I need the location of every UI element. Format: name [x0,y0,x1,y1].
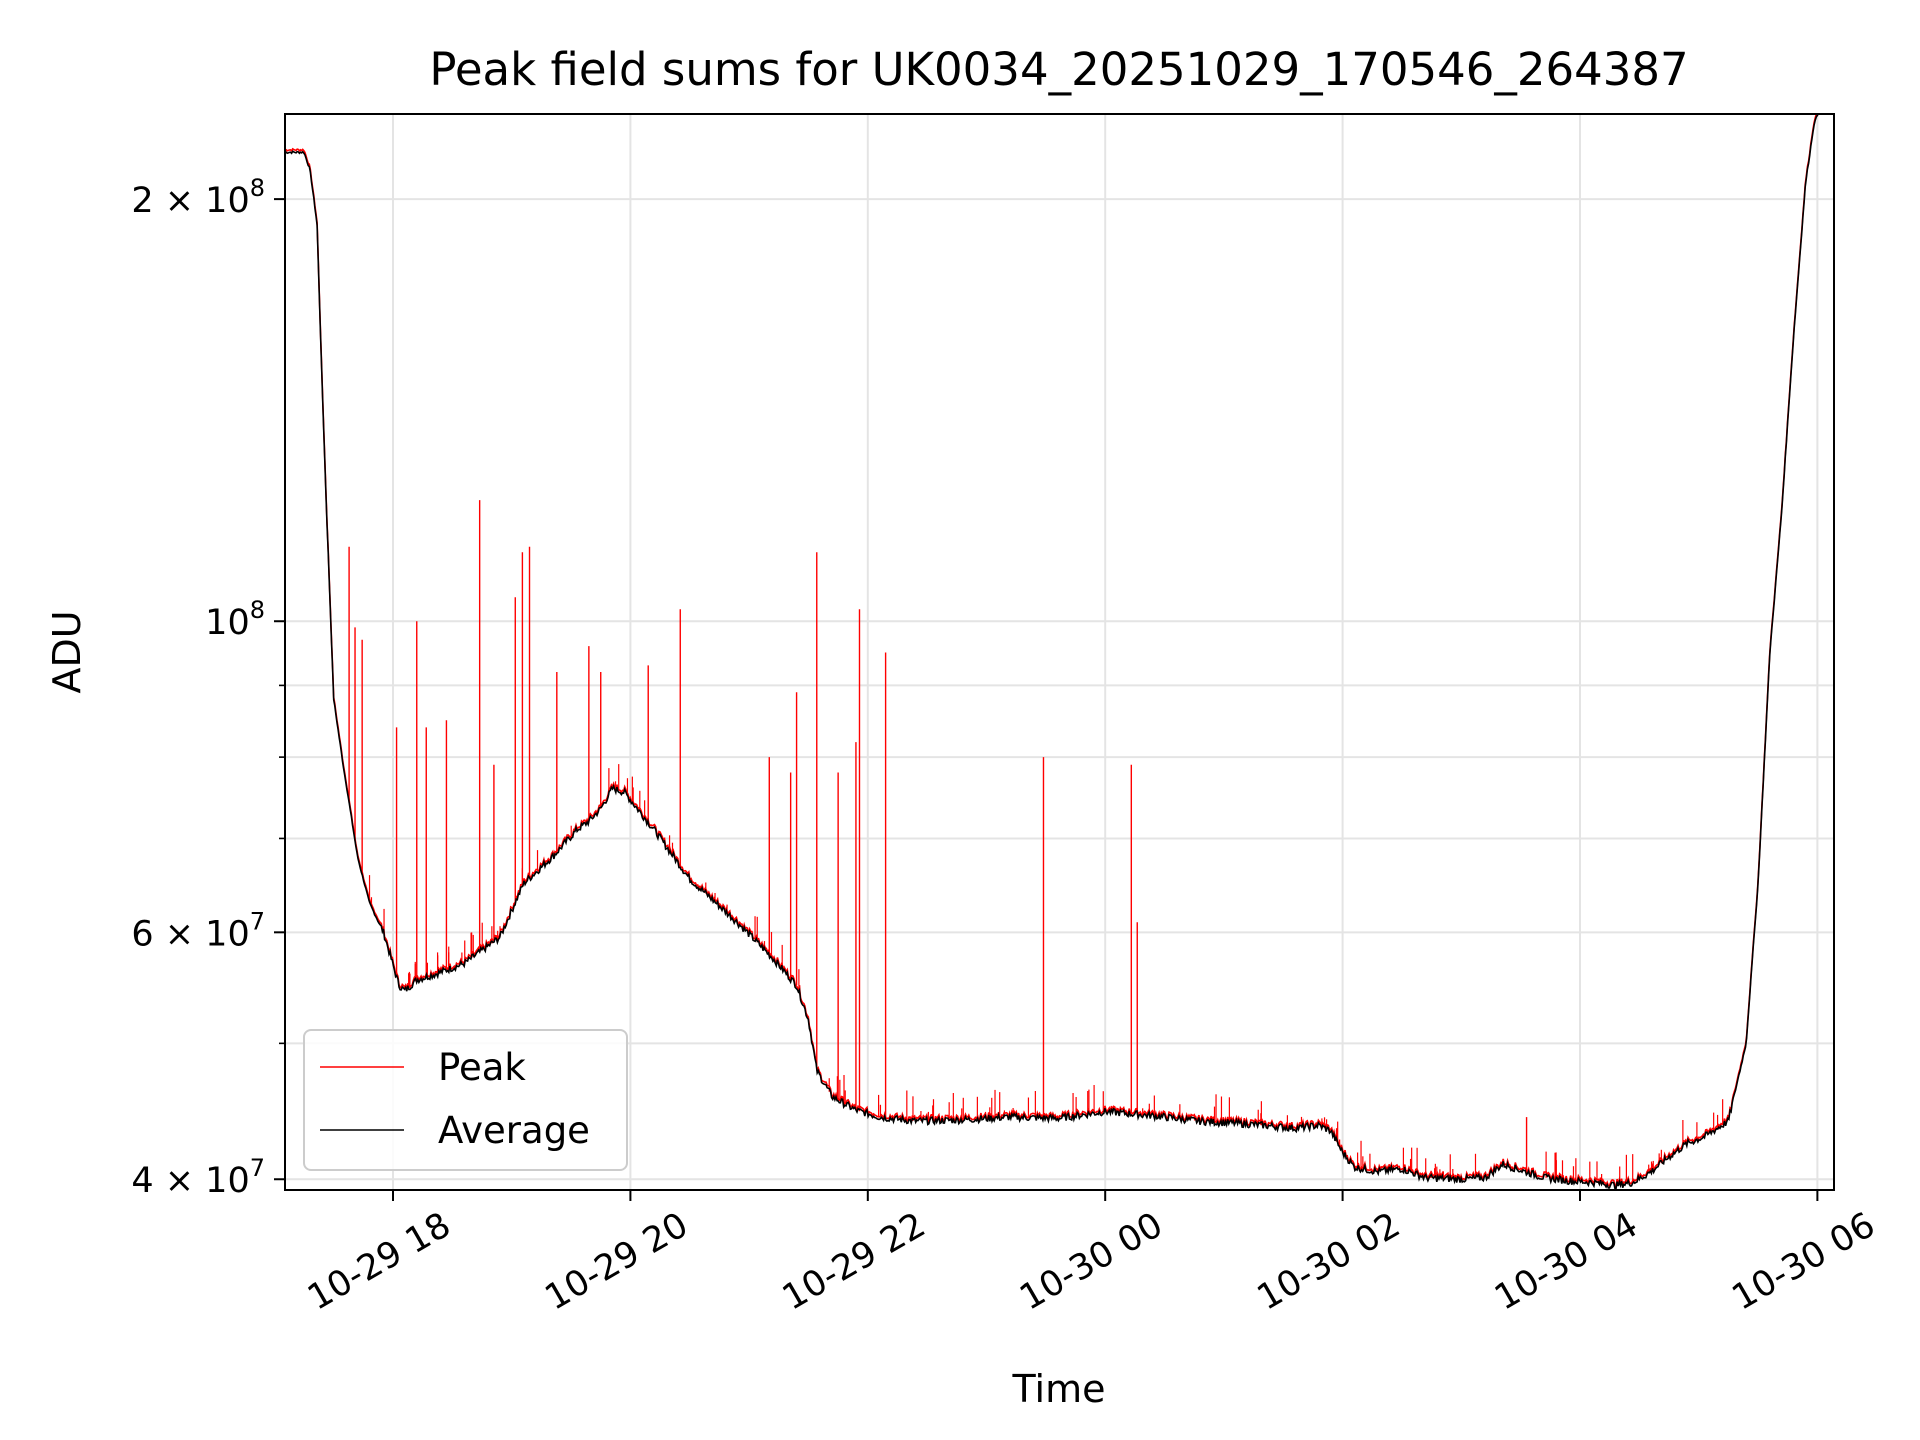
average-series-line [285,114,1820,1190]
y-tick-label: 6 × 107 [131,907,265,954]
y-axis-label: ADU [45,610,89,693]
legend: Peak Average [303,1029,628,1171]
y-tick-label: 2 × 108 [131,174,265,221]
legend-label-average: Average [438,1109,590,1152]
axes-frame [284,113,1835,1191]
y-tick-label: 4 × 107 [131,1154,265,1201]
y-tick-label: 108 [205,596,265,643]
legend-label-peak: Peak [438,1046,526,1089]
plot-area [285,114,1820,1190]
legend-box [303,1029,628,1171]
y-axis-ticks: 4 × 107 6 × 107 108 2 × 108 [131,174,285,1201]
average-series [285,114,1820,1190]
x-axis-label: Time [1012,1367,1106,1411]
chart-title: Peak field sums for UK0034_20251029_1705… [429,43,1688,96]
